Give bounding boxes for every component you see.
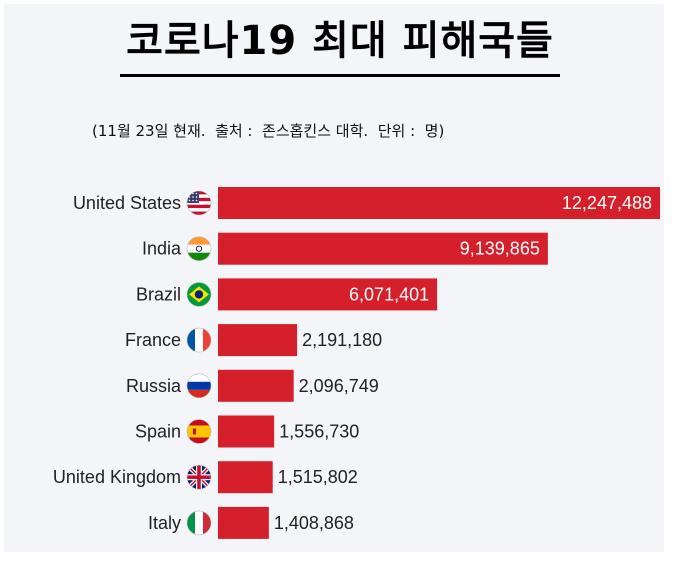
category-label: India xyxy=(142,239,182,259)
chart-card xyxy=(4,4,664,552)
bar-united-states xyxy=(218,187,660,219)
bar-spain xyxy=(218,415,275,448)
chart-title: 코로나19 최대 피해국들 xyxy=(120,10,560,77)
bar-france xyxy=(218,324,298,357)
category-label: United Kingdom xyxy=(53,467,181,487)
value-label: 1,408,868 xyxy=(274,513,354,533)
bar-italy xyxy=(218,506,269,539)
category-label: Russia xyxy=(126,376,182,396)
category-label: Italy xyxy=(148,513,181,533)
bar-brazil xyxy=(218,278,438,311)
italy-flag-icon xyxy=(186,510,212,536)
spain-flag-icon xyxy=(186,419,212,444)
chart-marks: United States 12,247,488 India 9,139,865 Bra… xyxy=(53,187,660,539)
category-label: United States xyxy=(73,193,181,213)
bar-united-kingdom xyxy=(218,461,273,494)
value-label: 6,071,401 xyxy=(349,284,429,304)
india-flag-icon xyxy=(186,236,212,261)
value-label: 12,247,488 xyxy=(562,193,652,213)
us-flag-icon xyxy=(186,190,212,216)
value-label: 1,515,802 xyxy=(278,467,358,487)
bar-india xyxy=(218,232,548,265)
value-label: 1,556,730 xyxy=(279,422,359,442)
russia-flag-icon xyxy=(186,373,212,399)
france-flag-icon xyxy=(186,327,212,353)
value-label: 2,191,180 xyxy=(302,330,382,350)
value-label: 2,096,749 xyxy=(299,376,379,396)
value-label: 9,139,865 xyxy=(460,239,540,259)
bar-russia xyxy=(218,369,294,402)
chart-subtitle: (11월 23일 현재. 출처 : 존스홉킨스 대학. 단위 : 명) xyxy=(92,122,445,140)
category-label: Spain xyxy=(135,422,181,442)
category-label: France xyxy=(125,330,181,350)
uk-flag-icon xyxy=(186,464,212,490)
category-label: Brazil xyxy=(136,284,181,304)
brazil-flag-icon xyxy=(186,282,212,307)
title-container: 코로나19 최대 피해국들 xyxy=(0,10,680,77)
